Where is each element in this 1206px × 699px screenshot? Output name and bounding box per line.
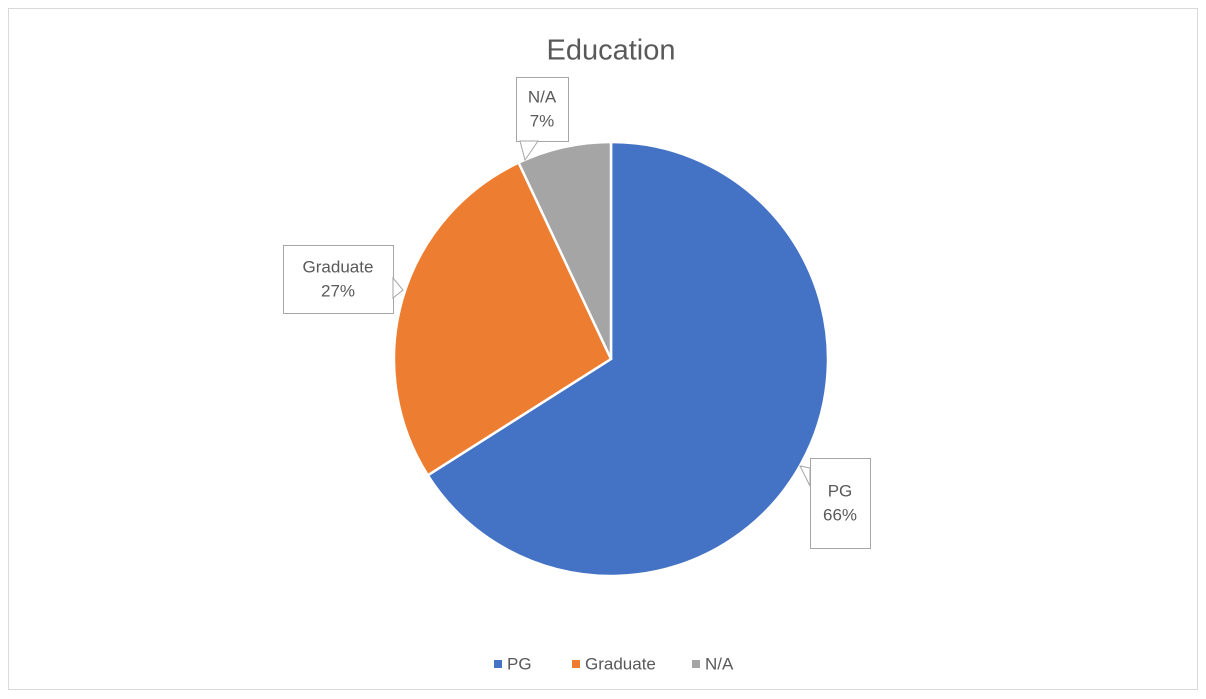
data-label-category: PG bbox=[828, 481, 853, 500]
data-label-category: Graduate bbox=[303, 257, 374, 276]
data-label-pointer bbox=[519, 140, 539, 162]
pie-slice bbox=[392, 160, 613, 477]
pie-slice bbox=[516, 140, 613, 360]
legend-swatch bbox=[572, 660, 580, 668]
data-label-value: 66% bbox=[823, 505, 857, 524]
legend-swatch bbox=[692, 660, 700, 668]
data-label-value: 27% bbox=[321, 281, 355, 300]
pie-slice bbox=[426, 140, 830, 578]
data-label-value: 7% bbox=[530, 111, 555, 130]
data-label-category: N/A bbox=[528, 87, 557, 106]
data-label-box bbox=[283, 245, 394, 314]
legend-swatch bbox=[494, 660, 502, 668]
legend-label: N/A bbox=[705, 654, 734, 673]
data-label-box bbox=[516, 77, 569, 142]
data-label-pointer bbox=[392, 276, 404, 300]
chart-title: Education bbox=[547, 35, 676, 67]
data-label-pointer bbox=[799, 465, 811, 487]
legend-label: Graduate bbox=[585, 654, 656, 673]
data-label-box bbox=[810, 458, 871, 549]
legend-label: PG bbox=[507, 654, 532, 673]
